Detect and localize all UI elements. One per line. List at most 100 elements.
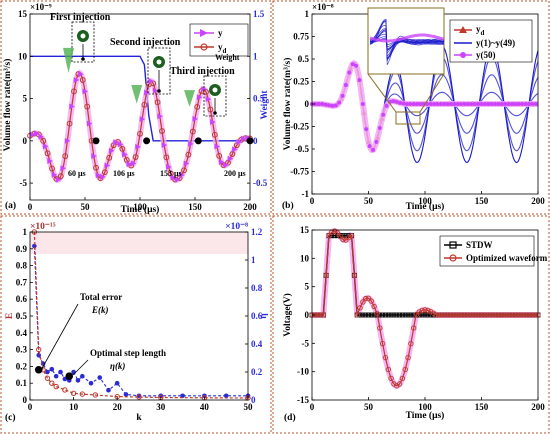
injection-droplet: [213, 111, 217, 115]
series-opt-point: [377, 325, 383, 331]
series-yd-line: [29, 72, 251, 181]
series-E-point: [53, 383, 59, 390]
annot-200us: 200 μs: [224, 169, 246, 178]
xlabel-b: Time (μs): [406, 201, 445, 212]
series-yd-point: [57, 173, 64, 180]
series-opt-point: [487, 312, 493, 318]
series-y-point: [232, 146, 238, 153]
series-opt-point: [334, 230, 341, 236]
series-opt-point: [444, 312, 451, 318]
series-y-point: [192, 115, 198, 122]
b-xtick-label: 100: [418, 196, 432, 206]
annot-total-error: Total error: [80, 292, 122, 302]
series-y50-point: [510, 102, 515, 106]
series-opt-point: [442, 312, 448, 318]
series-yd-point: [79, 77, 86, 83]
series-eta-point: [75, 378, 81, 383]
series-E-line: [33, 231, 249, 399]
series-y50-point: [496, 102, 501, 106]
ylabel-b: Volume flow rate(m³/s): [282, 58, 293, 151]
d-xtick-label: 50: [364, 402, 374, 412]
a-xtick-label: 50: [81, 202, 91, 212]
series-opt-point: [504, 312, 510, 318]
zoom-connector-left: [367, 73, 397, 113]
series-y50-point: [516, 102, 521, 106]
series-yd-point: [62, 153, 69, 160]
annot-optimal-step-pointer: [72, 359, 89, 376]
series-y50-point: [469, 102, 474, 106]
series-stdw-point: [380, 312, 386, 318]
d-ytick-label: -15: [297, 395, 309, 405]
frame-c: [0, 215, 272, 434]
series-y50-point: [326, 103, 331, 108]
series-yd-point: [159, 128, 165, 134]
inset-curve: [369, 29, 444, 52]
annot-106us: 106 μs: [113, 169, 135, 178]
c-xtick-label: 0: [28, 402, 33, 412]
highlight-point: [65, 372, 74, 381]
series-opt-point: [337, 233, 343, 240]
series-y-point: [73, 77, 80, 84]
series-yd-point: [194, 104, 201, 110]
series-stdw-point: [422, 312, 428, 318]
series-y50-point: [479, 102, 484, 106]
series-y-point: [47, 157, 53, 164]
series-y50-point: [350, 62, 355, 67]
c-ytick-label: 0.2: [16, 361, 28, 371]
series-eta-line: [33, 245, 248, 397]
series-opt-point: [526, 312, 533, 318]
inset-y50: [369, 33, 445, 43]
legend-a-y-marker: [200, 29, 208, 37]
series-y-point: [157, 113, 163, 120]
series-y50-point: [320, 102, 325, 106]
series-y50-point: [340, 93, 345, 98]
series-opt-point: [512, 312, 519, 318]
series-y-point: [130, 160, 137, 167]
b-xtick-label: 50: [364, 196, 374, 206]
series-y-point: [166, 163, 172, 170]
series-opt-point: [490, 312, 496, 318]
c-ytick-label: 0.5: [16, 311, 28, 321]
series-y50-point: [459, 102, 464, 106]
c-ytick-label: 0.9: [16, 244, 28, 254]
legend-b-yd-label: yd: [476, 24, 485, 37]
exponent2-c: ×10⁻⁸: [225, 222, 248, 232]
series-eta-point: [106, 387, 111, 393]
injection-box: [203, 75, 227, 117]
series-opt-point: [450, 312, 456, 318]
panel-c: 0 10 20 30 40 5000.10.20.30.40.50.60.70.80.91…: [5, 222, 269, 423]
series-yd-point: [49, 165, 55, 172]
series-y-point: [126, 161, 132, 168]
series-E-point: [62, 387, 68, 393]
c2-ytick-label: 1.2: [251, 227, 263, 237]
series-y50-point: [313, 102, 318, 106]
a-xtick-label: 150: [188, 202, 202, 212]
b-ytick-label: -0.5: [295, 144, 310, 154]
series-y50-point: [367, 144, 372, 149]
series-y-point: [64, 137, 71, 144]
zoom-region-b: [395, 111, 421, 125]
c2-ytick-label: 0.4: [251, 339, 263, 349]
series-y-point: [196, 94, 203, 101]
series-y50-point: [448, 102, 453, 106]
series-y50-point: [347, 70, 352, 75]
series-stdw-point: [363, 312, 369, 318]
series-stdw-point: [391, 312, 397, 318]
b-xtick-label: 150: [475, 196, 489, 206]
series-opt-point: [340, 236, 346, 243]
series-opt-point: [501, 312, 507, 318]
xlabel-c: k: [136, 413, 142, 423]
series-y50-point: [489, 102, 494, 106]
a-xtick-label: 0: [28, 202, 33, 212]
series-y50-point: [391, 99, 396, 104]
series-y-point: [122, 151, 128, 158]
series-y-point: [34, 130, 40, 137]
series-stdw-point: [416, 312, 422, 318]
series-E-point: [49, 380, 55, 386]
series-y-point: [56, 176, 62, 183]
series-y-point: [183, 160, 190, 167]
series-y50-point: [486, 102, 491, 106]
series-y50-point: [476, 102, 481, 106]
inset-curve: [369, 36, 444, 50]
b-ytick-label: 0.75: [293, 32, 309, 42]
